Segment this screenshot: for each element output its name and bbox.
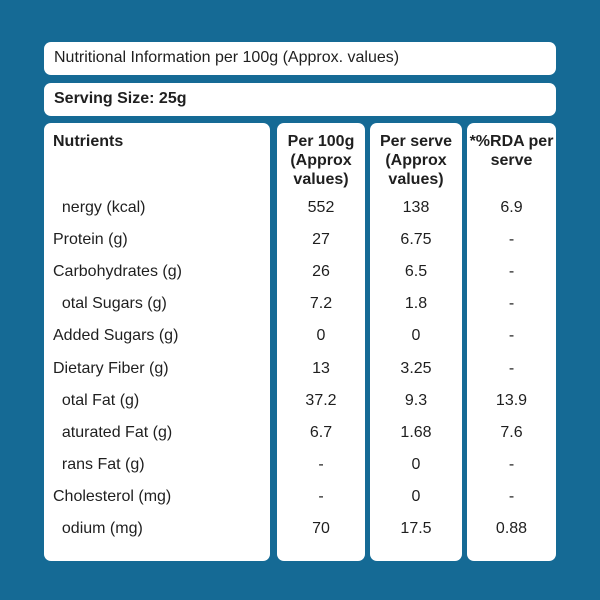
per-100g-header: Per 100g (Approx values) <box>287 133 355 188</box>
per-100g-cell: 70 <box>312 520 330 537</box>
per-serve-column: Per serve (Approx values) 138 6.75 6.5 1.8 0… <box>370 123 462 561</box>
nutrient-name-cell: aturated Fat (g) <box>53 423 173 441</box>
nutrients-header: Nutrients <box>53 133 124 150</box>
per-100g-cell: 7.2 <box>309 295 333 313</box>
per-serve-cell: 138 <box>402 199 430 216</box>
per-100g-cell: - <box>318 455 324 473</box>
rda-cell: - <box>508 231 515 249</box>
per-serve-cell: 0 <box>411 455 421 473</box>
per-serve-cell: 0 <box>411 327 421 345</box>
rda-cell: - <box>508 487 515 505</box>
nutrient-name-cell: odium (mg) <box>53 520 143 537</box>
per-serve-header: Per serve (Approx values) <box>379 133 453 188</box>
nutrient-name-cell: otal Sugars (g) <box>53 295 167 313</box>
rda-cell: - <box>508 263 515 281</box>
nutrition-title-box: Nutritional Information per 100g (Approx… <box>44 42 556 75</box>
per-100g-cell: 37.2 <box>305 391 337 409</box>
serving-size-box: Serving Size: 25g <box>44 83 556 116</box>
per-100g-cell: 0 <box>316 327 326 345</box>
rda-cell: 0.88 <box>495 520 528 537</box>
nutrition-title: Nutritional Information per 100g (Approx… <box>54 49 400 66</box>
per-serve-cell: 6.5 <box>404 263 428 281</box>
per-100g-cell: 6.7 <box>309 423 333 441</box>
nutrient-name-cell: otal Fat (g) <box>53 391 140 409</box>
per-100g-cell: 13 <box>312 359 330 377</box>
per-100g-column: Per 100g (Approx values) 552 27 26 7.2 0 13 37… <box>277 123 365 561</box>
per-serve-cell: 6.75 <box>400 231 432 249</box>
per-100g-cell: - <box>318 487 324 505</box>
nutrients-column: Nutrients nergy (kcal) Protein (g) Carbohy… <box>44 123 270 561</box>
nutrient-name-cell: Cholesterol (mg) <box>53 487 172 505</box>
per-100g-cell: 27 <box>312 231 330 249</box>
nutrient-name-cell: Protein (g) <box>53 231 128 249</box>
rda-cell: - <box>508 359 515 377</box>
rda-cell: - <box>508 455 515 473</box>
per-serve-cell: 1.68 <box>400 423 432 441</box>
rda-header: *%RDA per serve <box>469 133 554 169</box>
nutrient-name-cell: Dietary Fiber (g) <box>53 359 169 377</box>
per-100g-cell: 552 <box>307 199 335 216</box>
nutrient-name-cell: rans Fat (g) <box>53 455 145 473</box>
nutrient-name-cell: Added Sugars (g) <box>53 327 179 345</box>
per-100g-cell: 26 <box>312 263 330 281</box>
rda-cell: 7.6 <box>500 423 523 441</box>
per-serve-cell: 3.25 <box>400 359 432 377</box>
per-serve-cell: 17.5 <box>400 520 432 537</box>
per-serve-cell: 9.3 <box>404 391 428 409</box>
rda-cell: 6.9 <box>500 199 523 216</box>
rda-column: *%RDA per serve 6.9 - - - - - 13.9 7.6 - - 0.88 <box>467 123 556 561</box>
per-serve-cell: 0 <box>411 487 421 505</box>
rda-cell: - <box>508 327 515 345</box>
rda-cell: 13.9 <box>495 391 528 409</box>
nutrient-name-cell: nergy (kcal) <box>53 199 146 216</box>
per-serve-cell: 1.8 <box>404 295 428 313</box>
nutrient-name-cell: Carbohydrates (g) <box>53 263 182 281</box>
rda-cell: - <box>508 295 515 313</box>
serving-size-label: Serving Size: 25g <box>54 90 187 107</box>
